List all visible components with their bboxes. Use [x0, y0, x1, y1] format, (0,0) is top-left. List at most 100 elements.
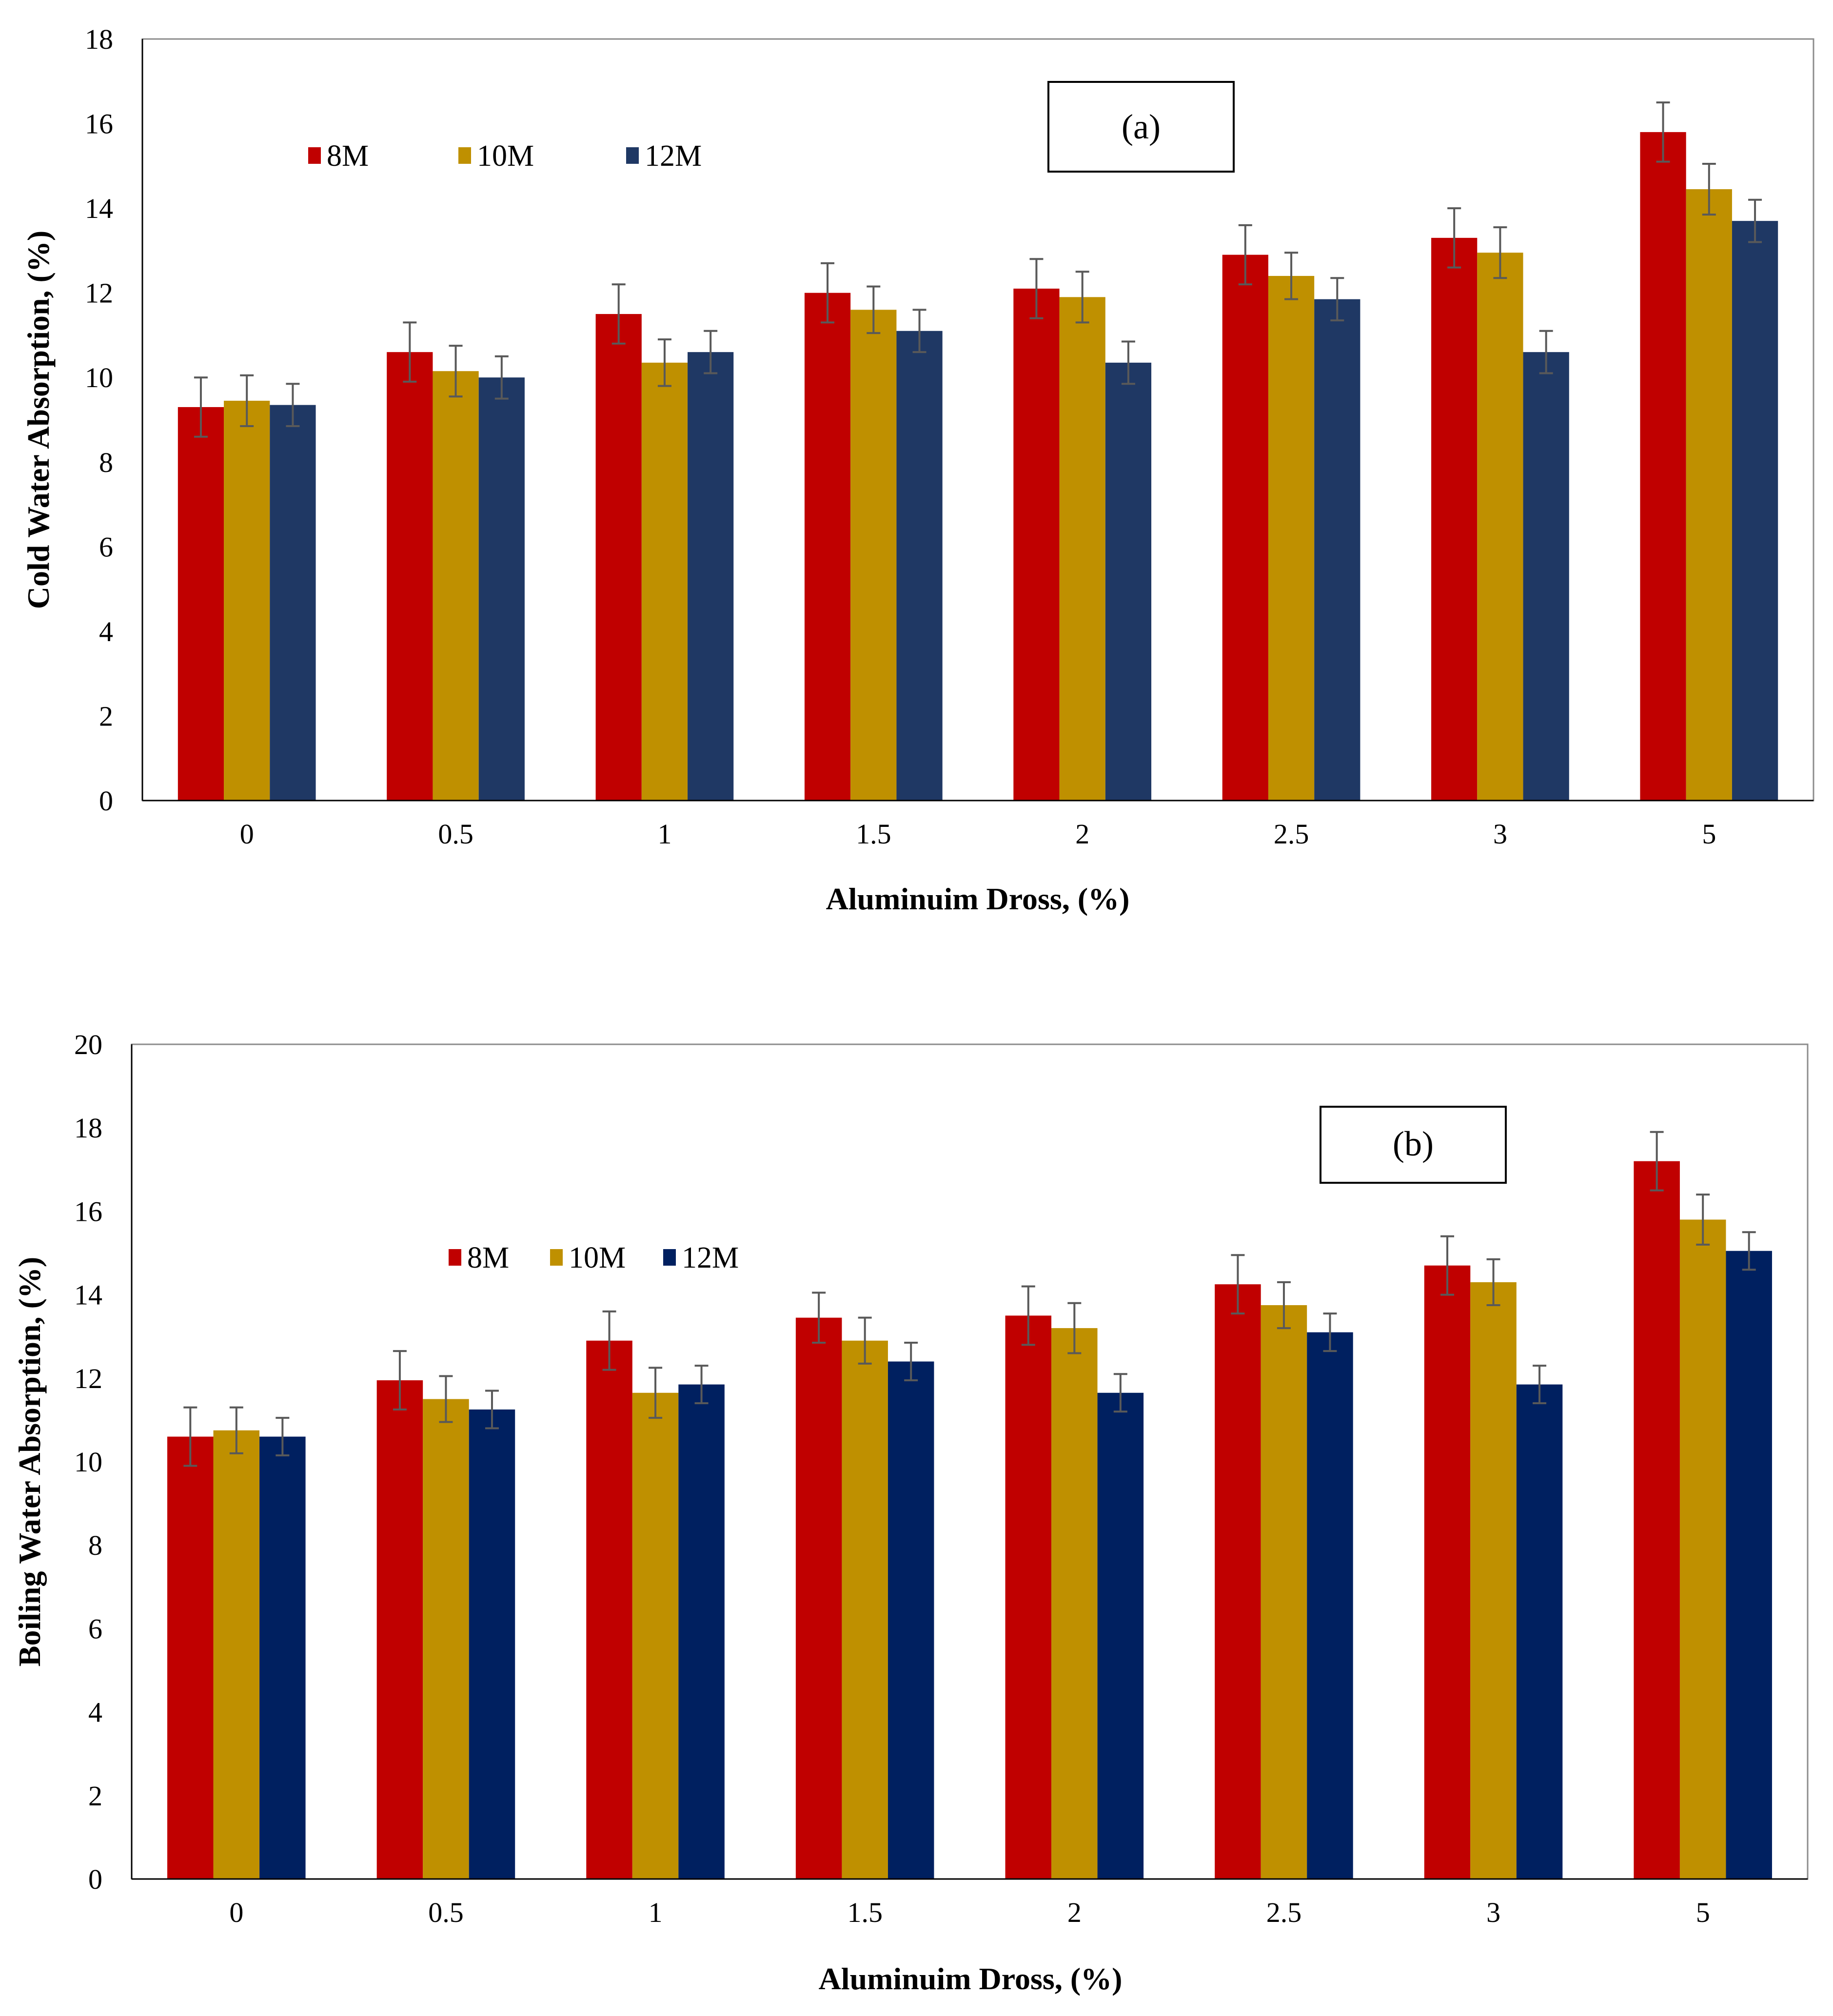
- y-tick-label: 2: [99, 700, 113, 732]
- bars-b: [167, 1161, 1772, 1879]
- bar-8m-b: [1005, 1315, 1052, 1879]
- legend-label-8m-a: 8M: [327, 139, 369, 173]
- error-bar-10m-b: [229, 1406, 243, 1454]
- error-bar-10m-a: [657, 338, 671, 387]
- legend-label-12m-b: 12M: [682, 1241, 739, 1274]
- x-tick-labels-a: 0 0.5 1 1.5 2 2.5 3 5: [240, 818, 1716, 850]
- bar-10m-a: [1686, 189, 1732, 801]
- y-tick-labels-b: 0 2 4 6 8 10 12 14 16 18 20: [74, 1029, 102, 1895]
- bar-12m-b: [259, 1436, 306, 1879]
- error-bar-10m-b: [1067, 1302, 1082, 1354]
- y-tick-label: 18: [85, 23, 113, 55]
- bar-10m-b: [842, 1340, 888, 1879]
- y-tick-label: 0: [99, 785, 113, 817]
- bar-8m-a: [595, 314, 642, 801]
- x-tick-label: 2: [1075, 818, 1089, 850]
- bar-12m-a: [1523, 352, 1569, 801]
- error-bar-10m-a: [1075, 271, 1089, 324]
- legend-b: 8M 10M 12M: [449, 1241, 739, 1274]
- bar-12m-b: [1726, 1251, 1772, 1879]
- bar-8m-b: [167, 1436, 214, 1879]
- bar-10m-a: [850, 310, 897, 801]
- bar-10m-b: [213, 1430, 260, 1879]
- bar-12m-a: [270, 405, 316, 801]
- error-bar-12m-b: [1323, 1312, 1337, 1352]
- error-bar-10m-b: [1696, 1194, 1710, 1246]
- bar-12m-b: [469, 1409, 515, 1879]
- y-tick-label: 12: [85, 277, 113, 309]
- y-tick-label: 4: [99, 616, 113, 647]
- x-tick-label: 0.5: [438, 818, 473, 850]
- error-bar-10m-b: [858, 1316, 872, 1365]
- y-tick-label: 10: [85, 362, 113, 393]
- y-tick-label: 8: [99, 447, 113, 478]
- error-bar-8m-a: [611, 283, 626, 345]
- error-bar-8m-a: [1238, 224, 1252, 286]
- y-axis-title-b: Boiling Water Absorption, (%): [12, 1257, 47, 1666]
- chart-panel-b: 0 2 4 6 8 10 12 14 16 18 20 0 0.5 1 1.5 2 2.5 3 5 Boiling…: [12, 1029, 1809, 1996]
- panel-label-a: (a): [1122, 107, 1161, 146]
- error-bar-8m-a: [1656, 101, 1670, 163]
- error-bar-10m-b: [649, 1367, 663, 1419]
- error-bar-8m-a: [194, 376, 208, 438]
- legend-swatch-12m-a: [626, 147, 639, 164]
- error-bar-8m-b: [183, 1406, 197, 1467]
- error-bar-12m-a: [1330, 277, 1344, 322]
- error-bar-12m-a: [1748, 198, 1762, 243]
- legend-swatch-10m-b: [550, 1249, 563, 1266]
- x-tick-label: 0: [240, 818, 254, 850]
- bar-8m-a: [1222, 254, 1268, 801]
- x-tick-label: 2: [1067, 1897, 1082, 1928]
- bar-12m-a: [1732, 221, 1778, 801]
- error-bar-8m-b: [812, 1292, 826, 1344]
- bar-10m-a: [1477, 253, 1523, 801]
- y-tick-label: 12: [74, 1363, 102, 1394]
- bars-a: [177, 132, 1778, 801]
- x-tick-label: 0.5: [428, 1897, 464, 1928]
- x-tick-label: 1.5: [856, 818, 891, 850]
- error-bar-10m-a: [240, 374, 254, 428]
- y-tick-label: 6: [88, 1613, 102, 1644]
- error-bar-8m-b: [602, 1310, 616, 1371]
- bar-10m-a: [1268, 275, 1315, 801]
- bar-8m-b: [1215, 1284, 1261, 1879]
- error-bar-12m-b: [904, 1342, 918, 1382]
- error-bar-10m-a: [1493, 226, 1507, 279]
- error-bar-10m-b: [1486, 1258, 1500, 1306]
- x-tick-label: 5: [1702, 818, 1716, 850]
- bar-8m-b: [795, 1317, 842, 1879]
- error-bar-8m-b: [1440, 1235, 1455, 1296]
- legend-swatch-8m-a: [308, 147, 321, 164]
- error-bar-8m-b: [1231, 1254, 1245, 1315]
- legend-swatch-12m-b: [663, 1249, 676, 1266]
- error-bar-8m-a: [403, 321, 417, 383]
- error-bar-8m-a: [821, 262, 835, 324]
- bar-8m-b: [1634, 1161, 1680, 1879]
- y-tick-label: 4: [88, 1697, 102, 1728]
- y-tick-label: 10: [74, 1446, 102, 1478]
- bar-10m-a: [1059, 297, 1105, 801]
- chart-panel-a: 0 2 4 6 8 10 12 14 16 18 0 0.5 1 1.5 2 2.5 3 5 Cold Wate…: [21, 23, 1814, 916]
- x-tick-label: 2.5: [1266, 1897, 1302, 1928]
- bar-12m-b: [1307, 1332, 1353, 1879]
- y-tick-label: 2: [88, 1780, 102, 1812]
- error-bar-12m-a: [286, 383, 300, 428]
- error-bar-12m-b: [1742, 1231, 1756, 1271]
- x-axis-title-b: Aluminuim Dross, (%): [819, 1961, 1123, 1996]
- y-tick-label: 0: [88, 1863, 102, 1895]
- y-tick-label: 8: [88, 1529, 102, 1561]
- error-bar-10m-a: [1284, 252, 1299, 300]
- bar-8m-a: [177, 407, 224, 801]
- x-tick-labels-b: 0 0.5 1 1.5 2 2.5 3 5: [229, 1897, 1710, 1928]
- bar-8m-a: [804, 293, 851, 801]
- y-tick-label: 18: [74, 1112, 102, 1144]
- y-tick-label: 14: [74, 1279, 102, 1311]
- bar-8m-b: [1424, 1265, 1471, 1879]
- error-bar-10m-b: [1277, 1281, 1291, 1330]
- error-bar-12m-b: [276, 1417, 290, 1457]
- error-bar-12m-b: [1533, 1365, 1547, 1405]
- bar-12m-a: [478, 377, 525, 801]
- bar-12m-a: [688, 352, 734, 801]
- bar-12m-a: [1105, 362, 1152, 801]
